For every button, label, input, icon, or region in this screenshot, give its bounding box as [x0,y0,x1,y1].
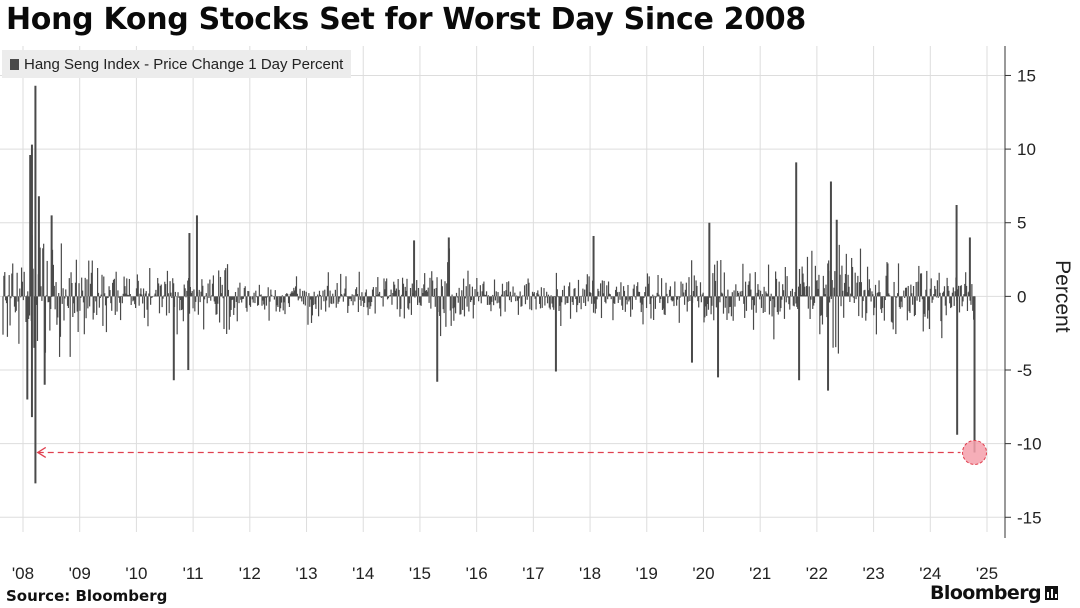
chart-title: Hong Kong Stocks Set for Worst Day Since… [6,2,806,37]
x-tick-label: '22 [806,564,828,583]
x-tick-label: '20 [692,564,714,583]
x-tick-label: '24 [919,564,941,583]
y-axis-title: Percent [1051,260,1074,333]
x-tick-label: '13 [295,564,317,583]
x-tick-label: '25 [976,564,998,583]
brand-logo: Bloomberg [930,582,1058,604]
x-tick-label: '18 [579,564,601,583]
y-tick-label: 10 [1017,140,1036,159]
x-tick-label: '08 [12,564,34,583]
axes: 15 10 5 0 -5 -10 -15 '08 '09 '10 '11 '12 '13 '14 '15 '1… [12,46,1074,583]
legend: Hang Seng Index - Price Change 1 Day Per… [2,50,352,78]
bloomberg-bars-icon [1045,586,1058,600]
bar-series [2,85,976,484]
x-tick-label: '12 [239,564,261,583]
y-tick-label: 5 [1017,214,1026,233]
y-tick-label: -10 [1017,435,1042,454]
x-tick-label: '23 [863,564,885,583]
x-tick-label: '10 [125,564,147,583]
reference-arrow [36,446,47,459]
x-tick-label: '16 [466,564,488,583]
y-tick-label: 15 [1017,66,1036,85]
x-tick-label: '19 [636,564,658,583]
x-tick-label: '17 [522,564,544,583]
legend-label: Hang Seng Index - Price Change 1 Day Per… [24,55,344,73]
brand-name: Bloomberg [930,582,1042,604]
y-tick-label: -15 [1017,508,1042,527]
x-tick-label: '14 [352,564,374,583]
x-tick-label: '15 [409,564,431,583]
y-tick-label: -5 [1017,361,1032,380]
legend-swatch [10,58,19,70]
source-note: Source: Bloomberg [6,587,168,605]
x-tick-label: '09 [69,564,91,583]
annotations [36,439,988,465]
y-tick-label: 0 [1017,287,1026,306]
x-tick-label: '21 [749,564,771,583]
highlight-marker [962,439,988,465]
x-tick-label: '11 [183,564,204,583]
